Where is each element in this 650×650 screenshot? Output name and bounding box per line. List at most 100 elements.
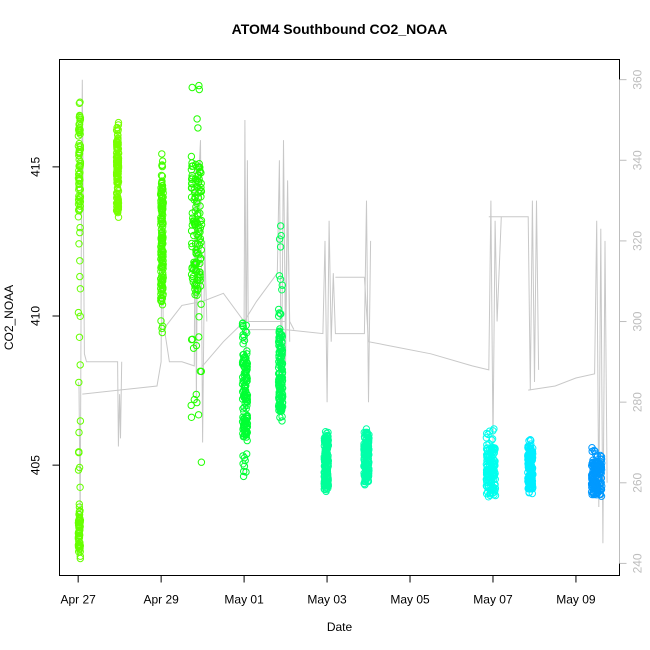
data-point (364, 460, 373, 469)
y2-tick-label: 240 (631, 553, 645, 573)
data-point (323, 432, 331, 440)
data-point (195, 160, 203, 168)
data-point (113, 158, 122, 166)
data-point (188, 335, 197, 343)
data-point (243, 401, 251, 410)
data-point (275, 374, 283, 383)
y-tick-label: 415 (29, 157, 43, 177)
data-point (524, 442, 532, 450)
data-point (525, 437, 533, 445)
data-point (195, 85, 204, 94)
data-point (278, 359, 286, 367)
data-point (196, 268, 204, 276)
data-point (361, 447, 370, 455)
data-point (114, 213, 123, 221)
data-point (159, 233, 167, 241)
data-point (278, 351, 286, 359)
data-point (74, 516, 83, 525)
chart-title: ATOM4 Southbound CO2_NOAA (232, 21, 448, 37)
data-point (275, 305, 283, 314)
point-cluster-8 (482, 425, 500, 501)
x-tick-label: May 05 (390, 593, 430, 607)
data-point (197, 216, 206, 225)
data-point (321, 476, 330, 485)
data-point (114, 208, 122, 217)
data-point (189, 217, 197, 225)
data-point (322, 449, 330, 457)
data-point (192, 390, 201, 399)
data-point (74, 308, 83, 317)
data-point (241, 363, 249, 372)
data-point (76, 272, 84, 281)
data-point (191, 193, 199, 201)
data-point (594, 459, 602, 467)
data-point (114, 187, 123, 195)
data-point (589, 471, 597, 479)
data-point (240, 467, 248, 476)
data-point (239, 351, 247, 359)
data-point (243, 450, 251, 458)
data-point (192, 203, 200, 211)
data-point (243, 350, 251, 358)
data-point (276, 400, 284, 408)
data-point (159, 264, 167, 273)
data-point (592, 471, 600, 480)
data-point (196, 209, 204, 218)
data-point (490, 425, 498, 433)
data-point (240, 386, 248, 394)
data-point (158, 223, 167, 231)
data-point (324, 471, 332, 480)
data-point (113, 175, 122, 184)
data-point (276, 243, 285, 251)
data-point (157, 217, 165, 226)
x-axis-label: Date (327, 620, 353, 634)
data-point (320, 485, 328, 493)
data-point (195, 81, 203, 90)
data-point (241, 354, 250, 363)
data-point (75, 333, 84, 341)
data-point (277, 379, 285, 388)
data-point (527, 460, 535, 468)
data-point (239, 373, 247, 381)
data-point (158, 259, 167, 267)
data-point (157, 294, 166, 302)
data-point (197, 367, 206, 376)
data-point (243, 414, 251, 423)
data-point (157, 296, 165, 305)
data-point (76, 483, 84, 491)
data-point (158, 210, 166, 218)
data-point (192, 217, 201, 225)
data-point (239, 472, 248, 481)
data-point (74, 533, 83, 541)
data-point (525, 477, 534, 485)
data-point (75, 537, 83, 546)
primary-series-layer (74, 81, 606, 563)
data-point (75, 170, 83, 179)
data-point (188, 174, 196, 182)
data-point (158, 177, 166, 185)
data-point (242, 427, 250, 435)
y-axis-right: 240 260 280 300 320 340 360 (619, 69, 645, 573)
data-point (239, 452, 247, 460)
data-point (193, 398, 201, 407)
data-point (484, 430, 492, 439)
data-point (241, 456, 249, 465)
data-point (596, 467, 604, 476)
data-point (193, 240, 202, 248)
x-tick-label: Apr 27 (60, 593, 96, 607)
data-point (158, 157, 167, 165)
data-point (157, 317, 165, 325)
secondary-series-line-5 (335, 200, 502, 443)
data-point (75, 428, 83, 437)
data-point (240, 332, 248, 340)
data-point (76, 98, 84, 106)
data-point (591, 473, 599, 481)
x-tick-label: Apr 29 (143, 593, 179, 607)
data-point (527, 473, 535, 482)
data-point (75, 197, 83, 205)
data-point (363, 477, 372, 485)
data-point (191, 220, 199, 229)
y-axis-left: 405 410 415 (29, 157, 60, 475)
data-point (157, 190, 165, 199)
data-point (197, 300, 205, 308)
